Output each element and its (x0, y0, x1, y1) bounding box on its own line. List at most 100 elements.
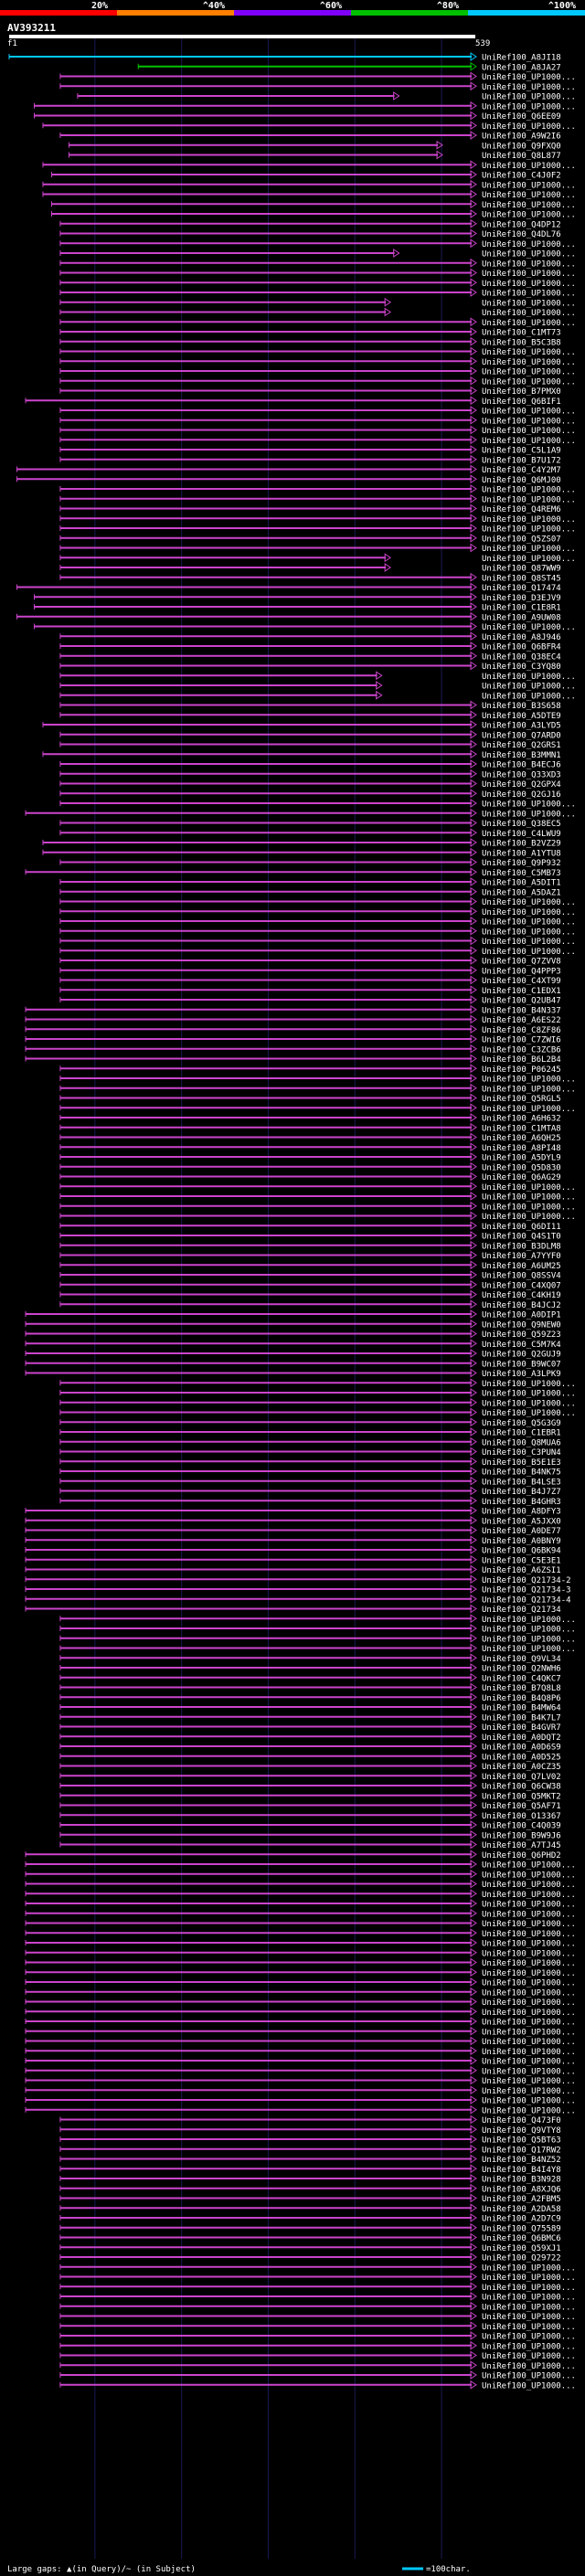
hit-row[interactable]: UniRef100_UP1000... (25, 1977, 576, 1988)
hit-row[interactable]: UniRef100_UP1000... (42, 179, 576, 191)
hit-label[interactable]: UniRef100_Q6BMC6 (482, 2234, 561, 2243)
hit-label[interactable]: UniRef100_UP1000... (482, 2097, 576, 2106)
hit-row[interactable]: UniRef100_Q6EE09 (33, 111, 561, 122)
hit-label[interactable]: UniRef100_UP1000... (482, 211, 576, 220)
hit-label[interactable]: UniRef100_A5DAZ1 (482, 888, 561, 897)
hit-row[interactable]: UniRef100_B4N337 (25, 1004, 561, 1016)
hit-label[interactable]: UniRef100_B7PMX0 (482, 387, 561, 397)
hit-label[interactable]: UniRef100_UP1000... (482, 525, 576, 535)
hit-label[interactable]: UniRef100_Q2NWH6 (482, 1665, 561, 1674)
hit-row[interactable]: UniRef100_Q9P932 (59, 857, 561, 869)
hit-row[interactable]: UniRef100_UP1000... (59, 917, 576, 928)
hit-label[interactable]: UniRef100_P06245 (482, 1065, 561, 1075)
hit-label[interactable]: UniRef100_A9W2I6 (482, 133, 561, 142)
hit-label[interactable]: UniRef100_B7Q8L8 (482, 1684, 561, 1693)
hit-row[interactable]: UniRef100_Q2GRS1 (59, 739, 561, 751)
hit-label[interactable]: UniRef100_Q5ZS07 (482, 535, 561, 544)
hit-label[interactable]: UniRef100_B4NK75 (482, 1468, 561, 1478)
hit-label[interactable]: UniRef100_UP1000... (482, 2372, 576, 2381)
hit-label[interactable]: UniRef100_Q9NEW0 (482, 1320, 561, 1330)
hit-label[interactable]: UniRef100_Q87WW9 (482, 565, 561, 574)
hit-label[interactable]: UniRef100_C4Q039 (482, 1822, 561, 1831)
hit-row[interactable]: UniRef100_Q7LV02 (59, 1771, 561, 1782)
hit-row[interactable]: UniRef100_UP1000... (59, 1074, 576, 1085)
hit-label[interactable]: UniRef100_UP1000... (482, 1399, 576, 1408)
hit-row[interactable]: UniRef100_Q21734 (25, 1604, 561, 1616)
hit-label[interactable]: UniRef100_UP1000... (482, 358, 576, 367)
hit-row[interactable]: UniRef100_UP1000... (50, 209, 576, 220)
hit-row[interactable]: UniRef100_UP1000... (33, 101, 576, 112)
hit-row[interactable]: UniRef100_UP1000... (25, 1889, 576, 1900)
hit-row[interactable]: UniRef100_UP1000... (25, 2104, 576, 2116)
hit-row[interactable]: UniRef100_B2VZ29 (42, 838, 561, 849)
hit-row[interactable]: UniRef100_Q5D830 (59, 1161, 561, 1173)
hit-row[interactable]: UniRef100_Q2NWH6 (59, 1663, 561, 1674)
hit-row[interactable]: UniRef100_UP1000... (59, 288, 576, 299)
hit-label[interactable]: UniRef100_C1EDX1 (482, 987, 561, 996)
hit-label[interactable]: UniRef100_Q8ST45 (482, 574, 561, 583)
hit-label[interactable]: UniRef100_UP1000... (482, 1213, 576, 1222)
hit-label[interactable]: UniRef100_Q21734-2 (482, 1576, 571, 1585)
hit-label[interactable]: UniRef100_Q6EE09 (482, 112, 561, 122)
hit-row[interactable]: UniRef100_A5DAZ1 (59, 886, 561, 898)
hit-row[interactable]: UniRef100_UP1000... (59, 1083, 576, 1095)
hit-row[interactable]: UniRef100_A3LPK9 (25, 1368, 561, 1380)
hit-row[interactable]: UniRef100_UP1000... (25, 1957, 576, 1969)
hit-row[interactable]: UniRef100_UP1000... (25, 1997, 576, 2009)
hit-label[interactable]: UniRef100_UP1000... (482, 1959, 576, 1968)
hit-label[interactable]: UniRef100_UP1000... (482, 1616, 576, 1625)
hit-row[interactable]: UniRef100_Q17474 (16, 582, 561, 594)
hit-label[interactable]: UniRef100_B4ECJ6 (482, 761, 561, 770)
hit-row[interactable]: UniRef100_Q2GUJ9 (25, 1349, 561, 1360)
hit-row[interactable]: UniRef100_UP1000... (59, 946, 576, 957)
hit-label[interactable]: UniRef100_UP1000... (482, 1988, 576, 1998)
hit-label[interactable]: UniRef100_Q6BIF1 (482, 398, 561, 407)
hit-row[interactable]: UniRef100_UP1000... (59, 1201, 576, 1213)
hit-row[interactable]: UniRef100_UP1000... (59, 2331, 576, 2342)
hit-label[interactable]: UniRef100_A6UM25 (482, 1262, 561, 1271)
hit-row[interactable]: UniRef100_C5E3E1 (25, 1554, 561, 1566)
hit-label[interactable]: UniRef100_UP1000... (482, 1193, 576, 1203)
hit-row[interactable]: UniRef100_Q21734-2 (25, 1574, 571, 1585)
hit-row[interactable]: UniRef100_Q5RGL5 (59, 1093, 561, 1105)
hit-label[interactable]: UniRef100_UP1000... (482, 1861, 576, 1871)
hit-row[interactable]: UniRef100_A6UM25 (59, 1260, 561, 1271)
hit-label[interactable]: UniRef100_UP1000... (482, 1901, 576, 1910)
hit-row[interactable]: UniRef100_UP1000... (42, 121, 576, 132)
hit-row[interactable]: UniRef100_A0D525 (59, 1751, 561, 1763)
hit-row[interactable]: UniRef100_A3LYD5 (42, 720, 561, 731)
hit-label[interactable]: UniRef100_B9WC07 (482, 1360, 561, 1369)
hit-row[interactable]: UniRef100_B7U172 (59, 454, 561, 466)
hit-label[interactable]: UniRef100_A5DIT1 (482, 879, 561, 888)
hit-label[interactable]: UniRef100_A8XJQ6 (482, 2185, 561, 2194)
hit-label[interactable]: UniRef100_UP1000... (482, 2048, 576, 2057)
hit-label[interactable]: UniRef100_Q17RW2 (482, 2146, 561, 2155)
hit-label[interactable]: UniRef100_B5C3B8 (482, 338, 561, 347)
hit-label[interactable]: UniRef100_C8ZF86 (482, 1026, 561, 1035)
hit-row[interactable]: UniRef100_A8DFY3 (25, 1506, 561, 1517)
hit-label[interactable]: UniRef100_UP1000... (482, 2352, 576, 2361)
hit-row[interactable]: UniRef100_B5C3B8 (59, 336, 561, 348)
hit-row[interactable]: UniRef100_UP1000... (59, 681, 576, 692)
hit-row[interactable]: UniRef100_UP1000... (59, 249, 576, 260)
hit-row[interactable]: UniRef100_B3DLM8 (59, 1240, 561, 1252)
hit-row[interactable]: UniRef100_A8JA27 (137, 61, 561, 73)
hit-row[interactable]: UniRef100_UP1000... (25, 1987, 576, 1998)
hit-label[interactable]: UniRef100_UP1000... (482, 2009, 576, 2018)
hit-label[interactable]: UniRef100_A0DIP1 (482, 1311, 561, 1320)
hit-row[interactable]: UniRef100_Q8MUA6 (59, 1436, 561, 1448)
hit-row[interactable]: UniRef100_UP1000... (59, 906, 576, 917)
hit-label[interactable]: UniRef100_UP1000... (482, 260, 576, 269)
hit-label[interactable]: UniRef100_C4XQ07 (482, 1281, 561, 1290)
hit-row[interactable]: UniRef100_B4NK75 (59, 1467, 561, 1478)
hit-row[interactable]: UniRef100_Q6PHD2 (25, 1850, 561, 1860)
hit-row[interactable]: UniRef100_A2D7C9 (59, 2213, 561, 2224)
hit-row[interactable]: UniRef100_C3ZCB6 (25, 1044, 561, 1055)
hit-row[interactable]: UniRef100_UP1000... (59, 239, 576, 249)
hit-row[interactable]: UniRef100_A6ZSI1 (25, 1564, 561, 1576)
hit-label[interactable]: UniRef100_A6ES22 (482, 1016, 561, 1025)
hit-row[interactable]: UniRef100_Q5MKT2 (59, 1790, 561, 1802)
hit-row[interactable]: UniRef100_C1E8R1 (33, 602, 561, 613)
hit-row[interactable]: UniRef100_C1MT73 (59, 327, 561, 338)
hit-label[interactable]: UniRef100_Q4REM6 (482, 505, 561, 514)
